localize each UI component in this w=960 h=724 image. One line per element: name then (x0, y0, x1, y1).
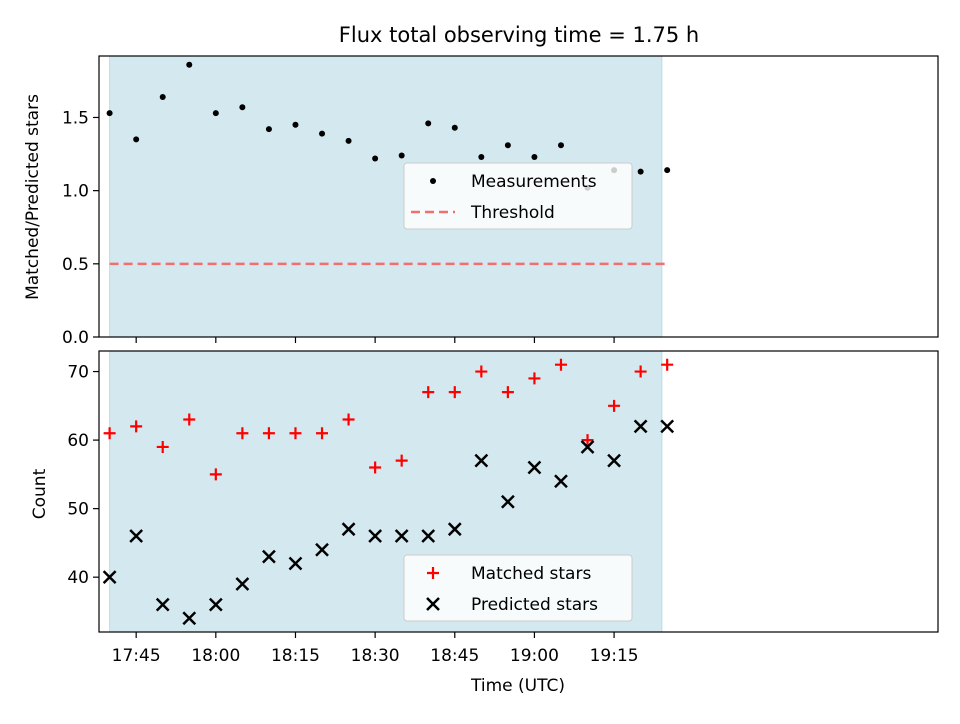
measurement-point (212, 110, 219, 117)
y-tick-label: 40 (67, 568, 89, 588)
predicted-stars-point (554, 474, 568, 489)
measurement-point (319, 130, 326, 137)
matched-stars-point (369, 461, 382, 474)
measurement-point (531, 153, 538, 160)
predicted-stars-point (394, 529, 409, 543)
measurement-point (372, 155, 379, 162)
x-tick-label: 18:15 (271, 646, 320, 666)
measurement-point (292, 121, 299, 128)
x-tick-label: 19:15 (590, 646, 639, 666)
y-tick-label: 0.5 (62, 255, 89, 275)
measurement-point (239, 104, 246, 111)
y-tick-label: 50 (67, 500, 89, 520)
x-tick-label: 17:45 (112, 646, 161, 666)
predicted-stars-point (527, 460, 542, 475)
matched-stars-point (661, 358, 674, 371)
legend-label: Threshold (470, 203, 555, 223)
predicted-stars-point (421, 529, 436, 543)
y-tick-label: 1.5 (62, 108, 89, 128)
predicted-stars-point (447, 522, 462, 537)
predicted-stars-point (288, 556, 303, 571)
measurement-point (478, 153, 485, 160)
predicted-stars-point (368, 529, 383, 543)
predicted-stars-point (315, 542, 329, 557)
y-tick-label: 70 (67, 363, 89, 383)
measurement-point (451, 124, 458, 131)
measurement-point (398, 152, 405, 159)
measurement-point (133, 136, 140, 143)
measurement-point (106, 110, 113, 117)
x-axis-title: Time (UTC) (470, 676, 565, 696)
matched-stars-point (316, 427, 329, 440)
measurement-point (159, 93, 166, 100)
chart-title: Flux total observing time = 1.75 h (339, 23, 699, 47)
legend-box (403, 162, 633, 230)
predicted-stars-point (660, 419, 675, 434)
legend: Matched stars Predicted stars (403, 554, 633, 622)
legend-box (403, 554, 633, 622)
matched-stars-point (183, 413, 196, 426)
measurement-point (265, 126, 272, 133)
matched-stars-point (422, 386, 435, 399)
predicted-stars-point (102, 570, 117, 585)
measurement-point (637, 168, 644, 175)
matched-stars-point (581, 434, 594, 447)
matched-stars-point (209, 468, 222, 481)
x-tick-label: 18:45 (430, 646, 479, 666)
measurement-point (345, 137, 352, 144)
y-tick-label: 60 (67, 431, 89, 451)
legend: Measurements Threshold (403, 162, 633, 230)
legend-label: Matched stars (471, 564, 591, 584)
y-axis-title: Count (30, 468, 50, 519)
matched-stars-point (156, 440, 169, 453)
y-tick-label: 0.0 (62, 328, 89, 348)
x-tick-label: 18:00 (191, 646, 240, 666)
measurement-point (425, 120, 432, 127)
matched-stars-point (103, 427, 116, 440)
matched-stars-point (501, 386, 514, 399)
predicted-stars-point (208, 597, 223, 612)
predicted-stars-point (633, 419, 648, 434)
legend-label: Predicted stars (471, 595, 598, 615)
predicted-stars-point (262, 549, 276, 564)
matched-stars-point (130, 420, 143, 433)
predicted-stars-point (500, 494, 515, 509)
y-axis-title: Matched/Predicted stars (23, 94, 43, 300)
matched-stars-point (342, 413, 355, 426)
count-panel: 40 50 60 70 17:45 18:00 18:15 18:30 18:45 19:00 19… (30, 350, 939, 666)
legend-measurement-marker (430, 178, 436, 184)
ratio-panel: 0.0 0.5 1.0 1.5 Matched/Predicted stars Measu… (23, 55, 939, 348)
predicted-stars-point (182, 611, 197, 626)
predicted-stars-point (607, 453, 621, 468)
plot-frame (98, 350, 939, 633)
matched-stars-point (475, 365, 488, 378)
measurement-point (557, 142, 564, 149)
predicted-stars-point (341, 522, 356, 537)
matched-stars-point (395, 454, 408, 467)
predicted-stars-point (129, 529, 144, 543)
matched-stars-point (289, 427, 302, 440)
plot-frame (98, 55, 939, 338)
legend-matched-marker (427, 567, 439, 579)
measurement-point (186, 61, 193, 68)
matched-stars-point (634, 365, 647, 378)
matched-stars-point (262, 427, 275, 440)
matched-stars-point (528, 372, 541, 385)
predicted-stars-point (235, 577, 250, 591)
x-tick-label: 19:00 (510, 646, 559, 666)
predicted-stars-point (155, 597, 170, 612)
matched-stars-point (608, 399, 621, 412)
measurement-point (504, 142, 511, 149)
matched-stars-point (554, 358, 567, 371)
matched-stars-point (236, 427, 249, 440)
legend-predicted-marker (426, 597, 440, 611)
predicted-stars-point (580, 440, 595, 454)
predicted-stars-point (474, 453, 489, 468)
measurement-point (664, 167, 671, 174)
matched-stars-point (448, 386, 461, 399)
legend-label: Measurements (471, 172, 597, 192)
y-tick-label: 1.0 (62, 182, 89, 202)
x-tick-label: 18:30 (351, 646, 400, 666)
